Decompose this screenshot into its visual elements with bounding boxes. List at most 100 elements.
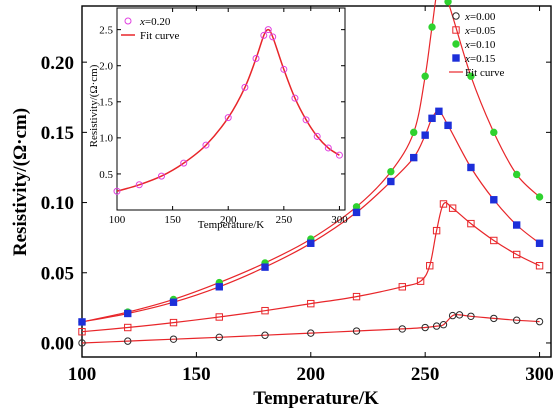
main-data-point (467, 219, 475, 228)
inset-layer: 100 150 200 250 300 0.5 1.0 1.5 2.0 2.5 x=0.20 Fit … (99, 8, 348, 226)
inset-data-point (335, 151, 343, 159)
inset-legend-label: x=0.20 (139, 16, 171, 28)
main-data-point (261, 263, 269, 271)
main-data-point (78, 318, 86, 326)
main-data-point (307, 299, 315, 308)
main-data-point (426, 262, 434, 270)
main-data-point (535, 239, 544, 247)
main-data-point (432, 226, 441, 235)
main-y-tick-label: 0.20 (41, 53, 74, 74)
main-data-point (421, 72, 429, 80)
main-data-point (535, 262, 544, 270)
inset-legend-marker (124, 17, 132, 25)
x-axis-label: Temperature/K (253, 388, 379, 409)
main-data-point (387, 167, 395, 176)
inset-data-point (135, 181, 143, 189)
main-data-point (215, 333, 223, 342)
main-data-point (428, 23, 436, 31)
main-legend-label: x=0.15 (464, 53, 496, 65)
inset-data-point (224, 114, 232, 122)
main-layer: 100 150 200 250 300 0.00 0.05 0.10 0.15 0.20 x=0.0… (41, 0, 554, 385)
inset-x-tick-label: 200 (220, 214, 237, 226)
main-x-tick-label: 300 (525, 364, 554, 385)
inset-x-tick-label: 100 (109, 214, 126, 226)
inset-y-tick-label: 2.5 (99, 24, 113, 36)
main-data-point (448, 311, 457, 320)
main-data-point (444, 0, 452, 6)
main-data-point (467, 312, 475, 320)
inset-data-point (241, 83, 249, 91)
inset-x-tick-label: 150 (164, 214, 181, 226)
main-data-point (490, 314, 498, 323)
main-data-point (490, 236, 498, 245)
inset-fit-curve-0 (116, 28, 340, 192)
main-fit-curve-0 (81, 313, 540, 344)
inset-y-axis-label: Resistivity/(Ω·cm) (88, 64, 100, 147)
inset-data-point (280, 65, 288, 73)
main-data-point (387, 177, 395, 186)
main-data-point (261, 331, 269, 339)
main-data-point (432, 322, 441, 330)
main-data-point (124, 309, 132, 318)
inset-data-point (313, 132, 321, 140)
main-legend-label: x=0.10 (464, 39, 496, 51)
main-legend-label: x=0.00 (464, 11, 496, 23)
main-x-tick-label: 150 (182, 364, 211, 385)
main-data-point (421, 131, 429, 139)
main-legend-marker (452, 40, 460, 48)
main-data-point (455, 311, 464, 319)
main-data-point (169, 335, 178, 343)
main-data-point (78, 328, 86, 336)
main-data-point (512, 250, 521, 259)
inset-data-point (302, 116, 310, 124)
inset-data-point (260, 31, 268, 39)
main-data-point (439, 200, 448, 208)
main-legend-marker (452, 12, 460, 20)
inset-y-tick-label: 1.0 (99, 133, 113, 145)
inset-data-point (180, 159, 188, 167)
main-data-point (398, 283, 406, 291)
main-data-point (352, 327, 361, 335)
main-y-tick-label: 0.05 (41, 263, 74, 284)
main-data-point (169, 318, 178, 327)
main-data-point (352, 208, 361, 217)
main-legend-marker (452, 26, 460, 34)
main-data-point (421, 323, 429, 332)
inset-data-point (202, 141, 210, 149)
main-y-tick-label: 0.10 (41, 193, 74, 214)
inset-plot-frame (116, 7, 346, 211)
main-data-point (398, 325, 406, 333)
main-y-tick-label: 0.00 (41, 334, 74, 355)
inset-data-point (113, 187, 121, 195)
main-data-point (215, 313, 223, 321)
main-data-point (78, 339, 86, 347)
main-fit-curve-1 (81, 202, 540, 333)
inset-data-point (157, 172, 165, 180)
main-data-point (124, 337, 132, 345)
inset-legend-fit-label: Fit curve (140, 30, 180, 42)
main-data-point (215, 283, 223, 291)
inset-y-tick-label: 0.5 (99, 169, 113, 181)
main-data-point (124, 323, 132, 332)
main-legend-fit-label: Fit curve (465, 67, 505, 79)
main-data-point (435, 107, 443, 115)
main-data-point (428, 114, 436, 123)
y-axis-label: Resistivity/(Ω·cm) (10, 108, 31, 256)
inset-y-tick-label: 2.0 (99, 61, 113, 73)
main-legend-marker (452, 54, 460, 62)
main-data-point (416, 277, 425, 285)
main-data-point (439, 321, 448, 329)
main-data-point (467, 72, 475, 80)
inset-data-point (324, 144, 332, 152)
main-legend-label: x=0.05 (464, 25, 496, 37)
main-data-point (512, 316, 521, 324)
main-data-point (490, 196, 498, 204)
inset-x-tick-label: 300 (331, 214, 348, 226)
main-plot-frame (81, 5, 552, 358)
main-data-point (307, 239, 315, 247)
main-data-point (410, 153, 418, 162)
inset-data-point (252, 55, 260, 62)
inset-data-point (264, 26, 272, 34)
